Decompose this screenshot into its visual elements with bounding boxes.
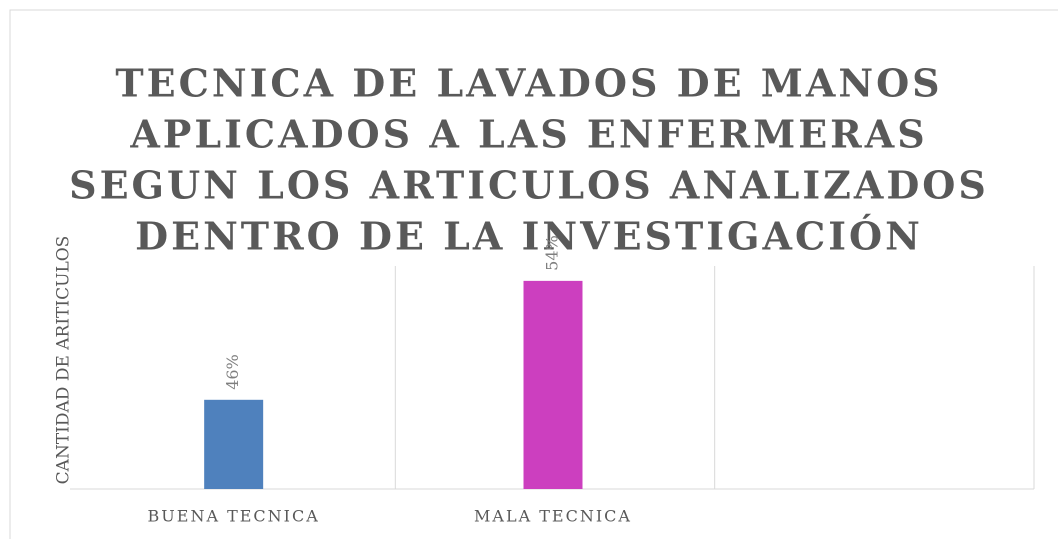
chart-title: SEGUN LOS ARTICULOS ANALIZADOS (69, 163, 989, 208)
chart-title: APLICADOS A LAS ENFERMERAS (129, 112, 927, 157)
chart-border (9, 9, 1058, 539)
bar (204, 399, 264, 489)
value-label: 46% (223, 354, 242, 390)
bar (523, 280, 583, 489)
value-label: 54% (543, 235, 562, 271)
y-axis-label: CANTIDAD DE ARITICULOS (54, 236, 74, 485)
x-tick-label: MALA TECNICA (474, 507, 632, 526)
chart-title: DENTRO DE LA INVESTIGACIÓN (135, 214, 923, 259)
chart-title: TECNICA DE LAVADOS DE MANOS (115, 61, 942, 106)
x-tick-label: BUENA TECNICA (148, 507, 320, 526)
